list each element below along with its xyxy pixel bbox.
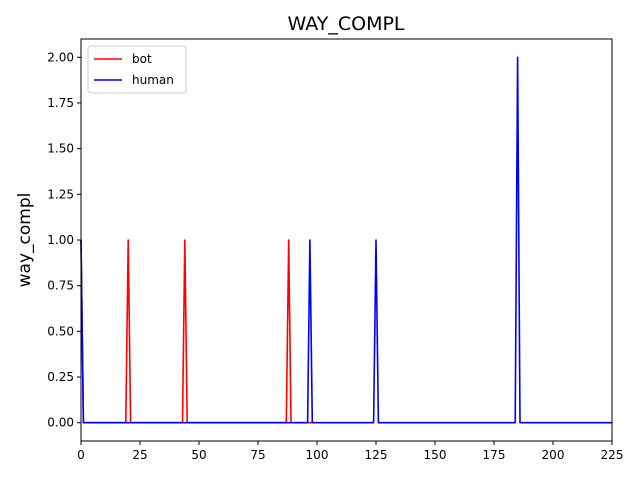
x-tick-label: 225	[601, 448, 624, 462]
axes-frame	[80, 38, 613, 442]
x-tick-label: 50	[191, 448, 206, 462]
x-tick-label: 25	[132, 448, 147, 462]
y-tick-label: 0.00	[47, 416, 74, 430]
y-tick-label: 0.75	[47, 279, 74, 293]
x-tick-label: 75	[250, 448, 265, 462]
series-line-bot	[80, 239, 315, 424]
x-tick-label: 200	[542, 448, 565, 462]
y-tick-label: 0.25	[47, 370, 74, 384]
y-axis-label: way_compl	[15, 193, 35, 288]
chart-title: WAY_COMPL	[287, 13, 404, 35]
y-tick-label: 1.75	[47, 96, 74, 110]
y-tick-label: 1.25	[47, 187, 74, 201]
plot-area	[80, 56, 612, 424]
y-tick-label: 1.00	[47, 233, 74, 247]
x-tick-label: 0	[77, 448, 85, 462]
legend: bot human	[87, 45, 187, 94]
y-tick-label: 1.50	[47, 142, 74, 156]
y-tick-label: 2.00	[47, 50, 74, 64]
series-line-human	[80, 56, 612, 424]
x-tick-label: 175	[483, 448, 506, 462]
legend-label-bot: bot	[132, 52, 152, 66]
legend-box	[87, 45, 187, 94]
legend-label-human: human	[132, 73, 174, 87]
x-tick-label: 125	[365, 448, 388, 462]
x-tick-label: 100	[306, 448, 329, 462]
x-tick-label: 150	[424, 448, 447, 462]
axes: 0 25 50 75 100 125 150 175 200 225 0.00 0.25 0.50 0.7…	[47, 38, 624, 462]
y-tick-label: 0.50	[47, 324, 74, 338]
